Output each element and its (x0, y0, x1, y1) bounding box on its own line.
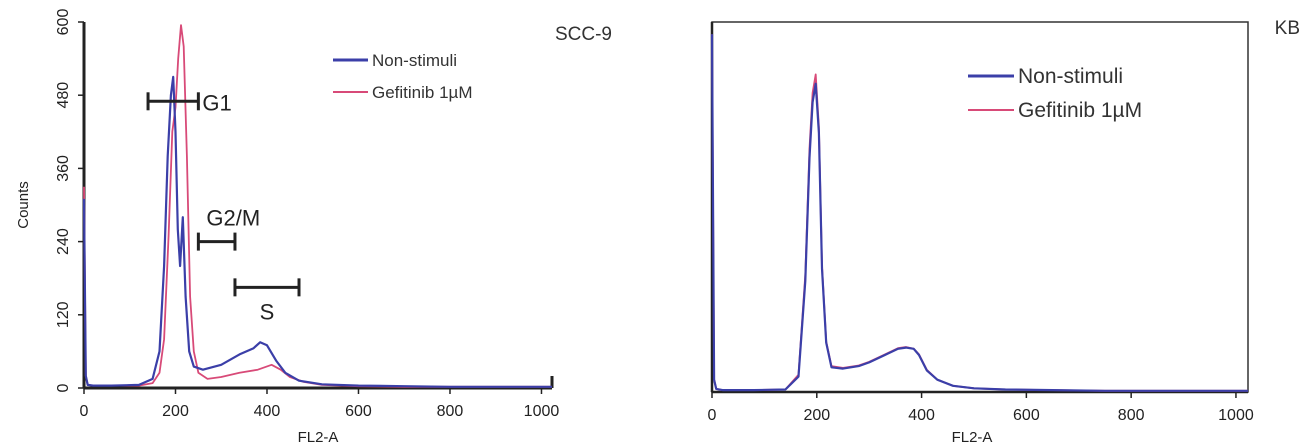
scc9-x-tick-label: 600 (345, 403, 372, 420)
scc9-x-axis-label: FL2-A (298, 429, 339, 446)
scc9-gate-label: S (260, 299, 275, 324)
scc9-y-tick-label: 360 (55, 155, 72, 182)
panel-scc9: 0 120 240 360 480 600 0 200 400 600 800 1000 G1 G2/… (15, 9, 612, 446)
scc9-series-non-stimuli-line (82, 75, 552, 388)
scc9-x-tick-label: 200 (162, 403, 189, 420)
kb-legend: Non-stimuli Gefitinib 1µM (968, 65, 1142, 122)
kb-x-tick-label: 600 (1013, 407, 1040, 424)
kb-legend-non-stimuli: Non-stimuli (1018, 65, 1123, 88)
kb-x-tick-label: 400 (908, 407, 935, 424)
scc9-x-tick-label: 0 (80, 403, 89, 420)
scc9-y-axis-label: Counts (15, 181, 32, 229)
scc9-plot-frame (84, 22, 552, 388)
scc9-x-tick-label: 400 (254, 403, 281, 420)
kb-x-tick-label: 800 (1118, 407, 1145, 424)
scc9-panel-label: SCC-9 (555, 24, 612, 45)
kb-x-tick-label: 200 (803, 407, 830, 424)
scc9-series-gefitinib-line (83, 24, 552, 388)
scc9-gate-label: G1 (202, 90, 231, 115)
scc9-gate-s: S (233, 278, 301, 324)
kb-x-tick-label: 0 (708, 407, 717, 424)
scc9-y-tick-label: 120 (55, 301, 72, 328)
kb-legend-gefitinib: Gefitinib 1µM (1018, 99, 1142, 122)
kb-x-axis-label: FL2-A (952, 429, 993, 446)
scc9-x-tick-label: 1000 (524, 403, 560, 420)
scc9-x-tick-label: 800 (437, 403, 464, 420)
kb-x-tick-label: 1000 (1218, 407, 1254, 424)
scc9-y-tick-label: 480 (55, 82, 72, 109)
scc9-legend-non-stimuli: Non-stimuli (372, 51, 457, 70)
scc9-y-tick-label: 600 (55, 9, 72, 36)
scc9-gate-label: G2/M (206, 206, 260, 231)
scc9-gate-g2-m: G2/M (196, 206, 260, 251)
panel-kb: 0 200 400 600 800 1000 FL2-A KB Non-stimuli G… (708, 18, 1300, 446)
kb-series-non-stimuli-line (710, 34, 1248, 392)
scc9-y-tick-label: 0 (55, 383, 72, 392)
scc9-y-tick-label: 240 (55, 228, 72, 255)
scc9-gate-g1: G1 (146, 90, 232, 115)
scc9-legend-gefitinib: Gefitinib 1µM (372, 83, 473, 102)
kb-panel-label: KB (1275, 18, 1300, 39)
scc9-legend: Non-stimuli Gefitinib 1µM (333, 51, 473, 102)
kb-series-gefitinib-line (711, 34, 1248, 392)
